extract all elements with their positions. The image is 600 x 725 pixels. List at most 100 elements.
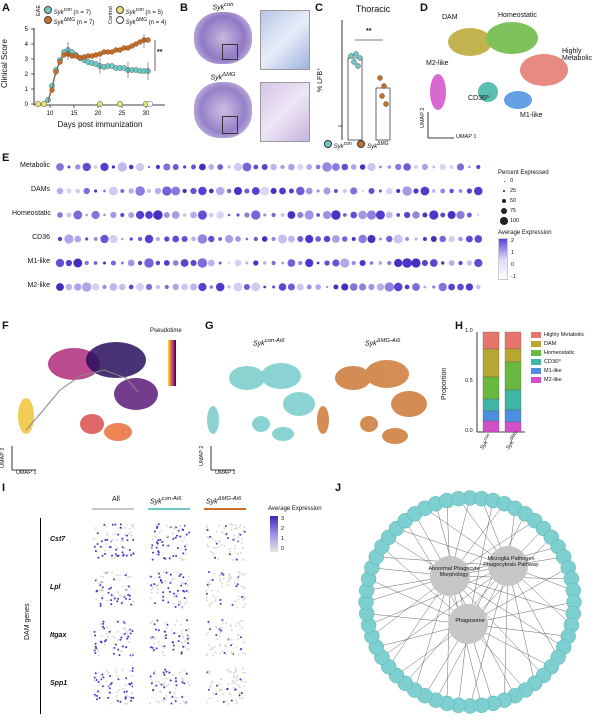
e-dot: [93, 261, 98, 265]
i-cell-dot: [124, 622, 127, 625]
e-row-label: M2-like: [27, 282, 50, 289]
e-dot: [251, 210, 261, 220]
e-dot: [102, 261, 107, 265]
i-gene-spp1: Spp1: [50, 680, 68, 687]
i-cell-dot: [228, 547, 231, 550]
e-dot: [476, 164, 481, 170]
i-cell-dot: [162, 671, 165, 674]
i-cell-dot: [221, 693, 224, 696]
i-cell-dot: [177, 589, 179, 592]
i-cell-dot: [239, 552, 242, 554]
i-cell-dot: [241, 546, 244, 549]
i-cell-dot: [209, 579, 212, 581]
i-cell-dot: [220, 629, 223, 632]
e-legend-pct: 0 25 50 75 100: [498, 176, 552, 226]
i-cell-dot: [181, 635, 184, 638]
e-dot: [82, 162, 91, 172]
i-cell-dot: [124, 697, 127, 700]
i-cell-dot: [108, 691, 111, 694]
e-legend-pct-item: 75: [498, 206, 552, 216]
e-dot: [128, 211, 135, 219]
h-legend-swatch: [531, 349, 541, 356]
i-cell-dot: [216, 699, 219, 702]
i-umap-tile: [149, 668, 191, 705]
e-row-label: Homeostatic: [12, 210, 51, 217]
i-cell-dot: [236, 606, 239, 609]
i-cell-dot: [242, 685, 245, 688]
e-dot: [358, 234, 367, 244]
i-cell-dot: [155, 546, 158, 549]
i-cell-dot: [155, 527, 158, 529]
e-dot: [253, 236, 258, 242]
e-dot: [350, 187, 358, 195]
i-cell-dot: [96, 698, 99, 701]
i-cell-dot: [230, 650, 233, 653]
i-cell-dot: [242, 574, 245, 577]
i-cell-dot: [185, 589, 188, 592]
e-dot: [379, 165, 382, 169]
e-legend-pct-item: 50: [498, 196, 552, 206]
g-label-con: Sykcon-Ai6: [253, 338, 285, 348]
i-cell-dot: [184, 645, 187, 648]
i-cell-dot: [99, 545, 102, 548]
i-cell-dot: [126, 589, 128, 592]
i-cell-dot: [182, 552, 185, 555]
i-cell-dot: [124, 574, 127, 577]
e-dot: [198, 163, 206, 171]
i-cell-dot: [157, 588, 160, 591]
i-cell-dot: [109, 683, 112, 686]
i-cell-dot: [232, 671, 235, 674]
i-cell-dot: [219, 652, 222, 655]
d-xlabel: UMAP 1: [456, 134, 477, 140]
i-cell-dot: [153, 642, 156, 645]
i-cell-dot: [123, 632, 126, 635]
i-cell-dot: [164, 668, 167, 671]
e-dot: [244, 212, 250, 218]
i-cell-dot: [180, 623, 183, 626]
i-cell-dot: [114, 553, 117, 556]
e-dot: [350, 211, 358, 219]
e-dot: [465, 235, 473, 243]
h-legend-item: Homeostatic: [531, 348, 584, 357]
e-dot: [270, 163, 277, 171]
e-dot: [366, 210, 377, 220]
e-dot: [287, 211, 296, 219]
i-cell-dot: [159, 538, 162, 541]
i-cell-dot: [242, 596, 245, 599]
e-dot: [315, 164, 321, 170]
i-cell-dot: [174, 700, 177, 703]
i-cell-dot: [210, 589, 213, 592]
e-dot: [422, 237, 427, 241]
i-cell-dot: [111, 648, 114, 651]
e-dot: [147, 189, 151, 193]
e-dot: [432, 165, 436, 169]
a-significance: **: [157, 49, 163, 56]
i-cell-dot: [175, 684, 178, 687]
e-dot: [271, 212, 276, 218]
i-cell-dot: [150, 584, 153, 587]
e-dot: [147, 165, 151, 169]
e-dot: [153, 210, 163, 220]
i-cell-dot: [93, 537, 95, 540]
i-cell-dot: [236, 527, 239, 530]
i-cell-dot: [162, 599, 165, 602]
e-dot: [324, 260, 330, 266]
i-umap-tile: [94, 571, 135, 607]
a-ytick-label: 2: [25, 72, 29, 78]
i-cell-dot: [231, 643, 234, 646]
e-dot: [367, 234, 376, 244]
e-dot: [57, 212, 63, 218]
i-cell-dot: [155, 628, 157, 631]
h-bar-segment: [482, 348, 500, 378]
i-cell-dot: [164, 581, 167, 584]
i-cell-dot: [116, 600, 119, 603]
c-ylabel: % LFB⁺: [317, 67, 324, 92]
i-cell-dot: [126, 632, 129, 635]
i-cell-dot: [124, 627, 127, 630]
i-cell-dot: [112, 652, 115, 655]
i-cell-dot: [222, 620, 224, 623]
e-dot: [190, 187, 197, 195]
i-cell-dot: [94, 634, 97, 637]
e-dot: [198, 282, 207, 292]
b-spinal-cord-dmg: [194, 82, 252, 138]
